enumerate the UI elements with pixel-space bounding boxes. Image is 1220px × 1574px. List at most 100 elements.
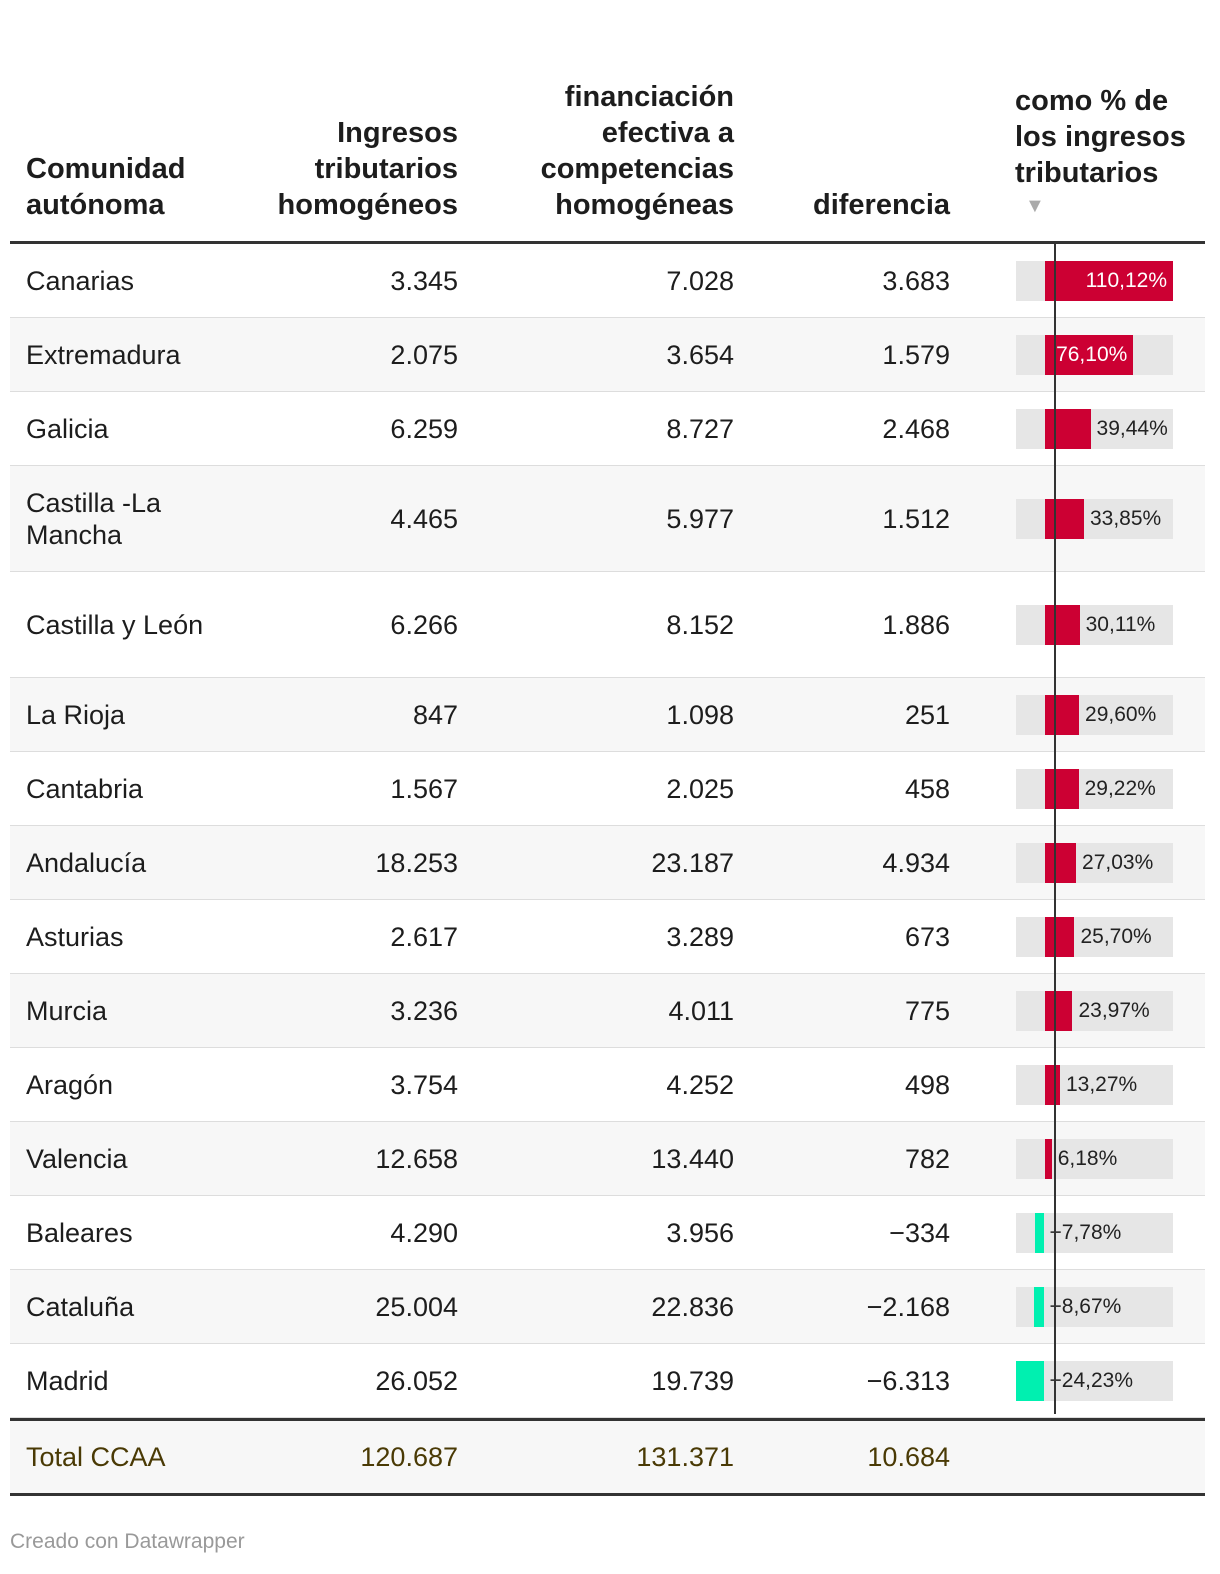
financiacion-cell: 4.011 bbox=[668, 995, 734, 1026]
table-row: Valencia 12.658 13.440 782 6,18% bbox=[10, 1122, 1205, 1196]
header-porcentaje[interactable]: como % de los ingresos tributarios ▼ bbox=[1015, 83, 1200, 217]
credit-text[interactable]: Creado con Datawrapper bbox=[10, 1530, 245, 1553]
region-cell: Castilla -La Mancha bbox=[26, 487, 162, 550]
bar bbox=[1044, 498, 1084, 539]
ingresos-cell: 847 bbox=[412, 699, 458, 730]
ingresos-cell: 2.075 bbox=[390, 339, 458, 370]
table-row: Baleares 4.290 3.956 −334 −7,78% bbox=[10, 1196, 1205, 1270]
bar-track: 25,70% bbox=[1016, 916, 1173, 957]
ingresos-cell: 3.345 bbox=[390, 265, 458, 296]
table-row: Castilla -La Mancha 4.465 5.977 1.512 33,85% bbox=[10, 466, 1205, 572]
financiacion-cell: 4.252 bbox=[666, 1069, 734, 1100]
region-cell: Andalucía bbox=[26, 847, 147, 878]
region-cell: Baleares bbox=[26, 1217, 133, 1248]
region-cell: La Rioja bbox=[26, 699, 126, 730]
bar-track: 29,22% bbox=[1016, 768, 1173, 809]
financiacion-cell: 2.025 bbox=[666, 773, 734, 804]
ingresos-cell: 4.290 bbox=[390, 1217, 458, 1248]
bar bbox=[1044, 1064, 1060, 1105]
ingresos-cell: 3.236 bbox=[390, 995, 458, 1026]
ingresos-cell: 18.253 bbox=[375, 847, 458, 878]
bar-track: 13,27% bbox=[1016, 1064, 1173, 1105]
bar-track: 110,12% bbox=[1016, 260, 1173, 301]
financiacion-cell: 3.956 bbox=[666, 1217, 734, 1248]
table-body: Canarias 3.345 7.028 3.683 110,12% Extremadur… bbox=[10, 244, 1205, 1418]
financiacion-cell: 19.739 bbox=[651, 1365, 734, 1396]
bar-label: 13,27% bbox=[1065, 1072, 1138, 1096]
region-cell: Cantabria bbox=[26, 773, 144, 804]
header-ingresos[interactable]: Ingresos tributarios homogéneos bbox=[277, 117, 458, 221]
total-ingresos: 120.687 bbox=[360, 1442, 458, 1472]
bar-track: 39,44% bbox=[1016, 408, 1173, 449]
diferencia-cell: 3.683 bbox=[882, 265, 950, 296]
financiacion-cell: 5.977 bbox=[666, 503, 734, 534]
bar-track: 6,18% bbox=[1016, 1138, 1173, 1179]
bar bbox=[1035, 1212, 1045, 1253]
diferencia-cell: 4.934 bbox=[882, 847, 950, 878]
bar-label: 29,22% bbox=[1084, 776, 1156, 800]
table-row: Galicia 6.259 8.727 2.468 39,44% bbox=[10, 392, 1205, 466]
bar bbox=[1044, 842, 1077, 883]
total-label: Total CCAA bbox=[26, 1442, 166, 1472]
bar-label: 27,03% bbox=[1082, 850, 1154, 874]
bar-track: 27,03% bbox=[1016, 842, 1173, 883]
bar bbox=[1044, 334, 1134, 375]
financiacion-cell: 8.727 bbox=[666, 413, 734, 444]
header-financiacion[interactable]: financiación efectiva a competencias hom… bbox=[540, 81, 734, 221]
bar-track: 76,10% bbox=[1016, 334, 1173, 375]
ingresos-cell: 2.617 bbox=[390, 921, 458, 952]
table-row: Asturias 2.617 3.289 673 25,70% bbox=[10, 900, 1205, 974]
data-table: Comunidad autónoma Ingresos tributarios … bbox=[10, 0, 1205, 1496]
ingresos-cell: 4.465 bbox=[390, 503, 458, 534]
bar-label: 25,70% bbox=[1080, 924, 1152, 948]
bar-label: 33,85% bbox=[1089, 506, 1162, 530]
bar bbox=[1034, 1286, 1045, 1327]
financiacion-cell: 7.028 bbox=[666, 265, 734, 296]
bar-track: 29,60% bbox=[1016, 694, 1173, 735]
financiacion-cell: 23.187 bbox=[651, 847, 734, 878]
ingresos-cell: 3.754 bbox=[390, 1069, 458, 1100]
bar-label: 23,97% bbox=[1078, 998, 1150, 1022]
bar bbox=[1044, 694, 1080, 735]
table-row: Cataluña 25.004 22.836 −2.168 −8,67% bbox=[10, 1270, 1205, 1344]
bar bbox=[1044, 990, 1073, 1031]
ingresos-cell: 26.052 bbox=[375, 1365, 458, 1396]
diferencia-cell: 251 bbox=[904, 699, 950, 730]
region-cell: Canarias bbox=[26, 265, 135, 296]
table-row: Aragón 3.754 4.252 498 13,27% bbox=[10, 1048, 1205, 1122]
bar-label: −24,23% bbox=[1049, 1368, 1134, 1392]
bar-label: −7,78% bbox=[1049, 1220, 1122, 1244]
financiacion-cell: 1.098 bbox=[666, 699, 734, 730]
financiacion-cell: 3.654 bbox=[666, 339, 734, 370]
diferencia-cell: 1.886 bbox=[882, 609, 950, 640]
bar-label: 29,60% bbox=[1085, 702, 1157, 726]
financiacion-cell: 3.289 bbox=[666, 921, 734, 952]
bar-track: 23,97% bbox=[1016, 990, 1173, 1031]
table-row: Castilla y León 6.266 8.152 1.886 30,11% bbox=[10, 572, 1205, 678]
table-row: Madrid 26.052 19.739 −6.313 −24,23% bbox=[10, 1344, 1205, 1418]
total-financiacion: 131.371 bbox=[636, 1442, 734, 1472]
region-cell: Aragón bbox=[26, 1069, 114, 1100]
diferencia-cell: 498 bbox=[904, 1069, 950, 1100]
bar-label: 30,11% bbox=[1085, 612, 1156, 636]
bar-label: −8,67% bbox=[1049, 1294, 1122, 1318]
diferencia-cell: −2.168 bbox=[866, 1291, 950, 1322]
bar-label: 39,44% bbox=[1096, 416, 1168, 440]
header-diferencia[interactable]: diferencia bbox=[813, 189, 950, 221]
table-row: Canarias 3.345 7.028 3.683 110,12% bbox=[10, 244, 1205, 318]
ingresos-cell: 6.259 bbox=[390, 413, 458, 444]
table-row: Extremadura 2.075 3.654 1.579 76,10% bbox=[10, 318, 1205, 392]
bar bbox=[1044, 1138, 1052, 1179]
diferencia-cell: 782 bbox=[904, 1143, 950, 1174]
region-cell: Asturias bbox=[26, 921, 124, 952]
table-row: Murcia 3.236 4.011 775 23,97% bbox=[10, 974, 1205, 1048]
region-cell: Galicia bbox=[26, 413, 109, 444]
bar-label: 76,10% bbox=[1056, 342, 1128, 366]
table-row: Andalucía 18.253 23.187 4.934 27,03% bbox=[10, 826, 1205, 900]
header-region[interactable]: Comunidad autónoma bbox=[26, 153, 186, 221]
region-cell: Murcia bbox=[26, 995, 108, 1026]
bar-label: 6,18% bbox=[1057, 1146, 1118, 1170]
bar-track: 33,85% bbox=[1016, 498, 1173, 539]
financiacion-cell: 22.836 bbox=[651, 1291, 734, 1322]
bar-track: −8,67% bbox=[1016, 1286, 1173, 1327]
